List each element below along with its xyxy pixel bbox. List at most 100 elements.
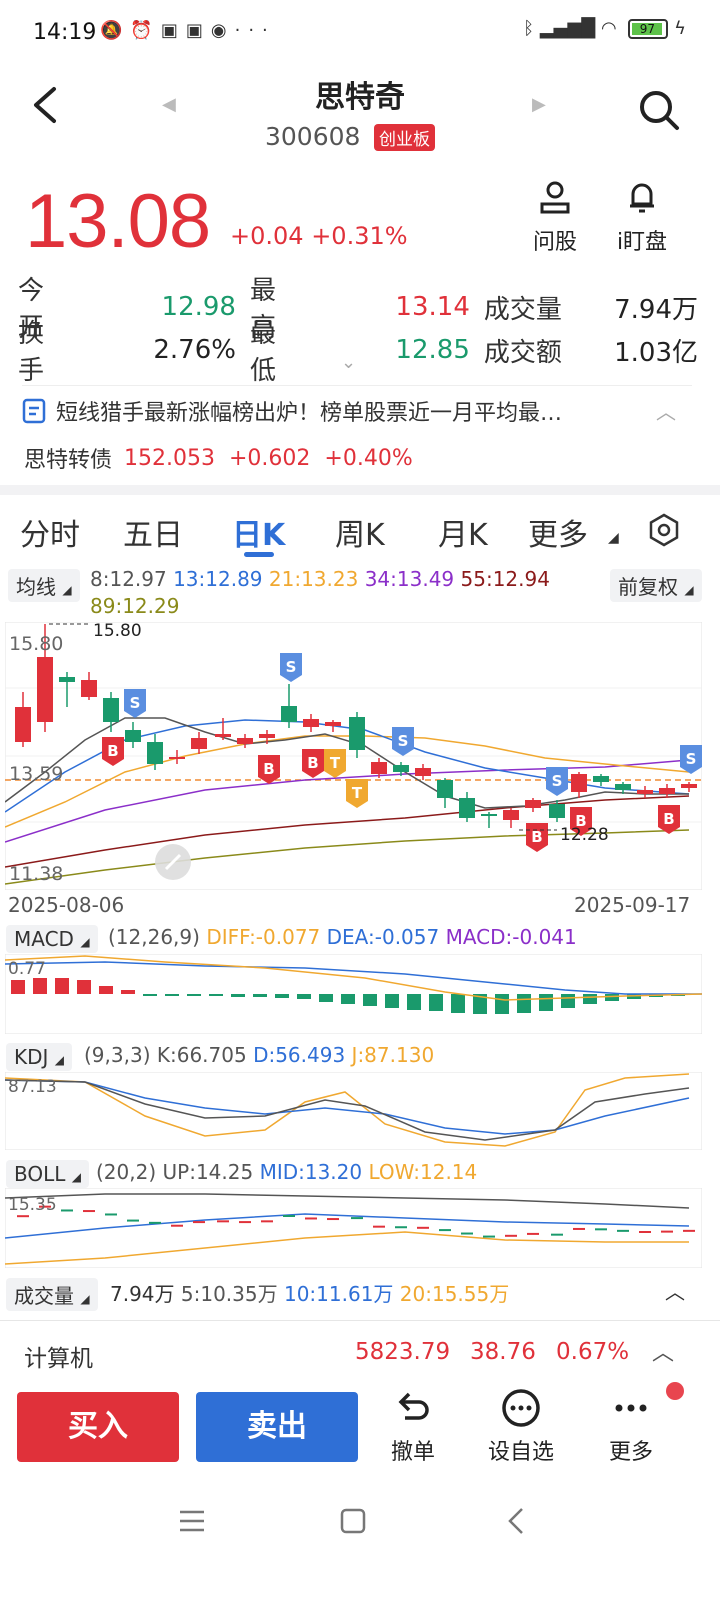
- boll-up-line: [5, 1193, 690, 1209]
- macd-bar: [451, 994, 465, 1013]
- trade-marker: S: [392, 727, 414, 756]
- marker-label: B: [663, 810, 674, 828]
- next-stock-arrow-icon[interactable]: ▶: [532, 94, 546, 115]
- marker-label: S: [286, 658, 297, 676]
- system-nav-bar: [0, 1480, 720, 1600]
- macd-bar: [11, 980, 25, 994]
- candle-body: [303, 719, 319, 727]
- ma55-line: [5, 795, 690, 868]
- kdj-label: KDJ: [14, 1045, 49, 1069]
- macd-dea: DEA:-0.057: [326, 925, 440, 949]
- boll-selector[interactable]: BOLL ◢: [6, 1160, 89, 1188]
- kdj-values: (9,3,3) K:66.705 D:56.493 J:87.130: [84, 1043, 434, 1067]
- add-watchlist-button[interactable]: 设自选: [476, 1388, 566, 1466]
- marker-shape: [570, 807, 592, 836]
- boll-label: BOLL: [14, 1162, 66, 1186]
- expand-stats-chevron-icon[interactable]: ⌄: [341, 352, 357, 373]
- more-dropdown-icon[interactable]: ◢: [608, 530, 619, 546]
- volume-ma5: 5:10.35万: [180, 1282, 278, 1306]
- candle-body: [681, 784, 697, 788]
- trade-marker: B: [102, 737, 124, 766]
- sector-bar[interactable]: 计算机 5823.79 38.76 0.67% ︿: [0, 1320, 720, 1380]
- sell-button[interactable]: 卖出: [196, 1392, 358, 1462]
- adjust-selector[interactable]: 前复权 ◢: [610, 569, 702, 602]
- macd-params: (12,26,9): [108, 925, 200, 949]
- macd-bar: [495, 994, 509, 1014]
- high-label: 最高: [249, 276, 294, 343]
- bluetooth-icon: ᛒ: [523, 18, 535, 39]
- macd-bar: [319, 994, 333, 1002]
- search-icon[interactable]: [637, 88, 681, 132]
- tab-more[interactable]: 更多: [528, 518, 588, 553]
- ma34-value: 34:13.49: [364, 567, 455, 591]
- battery-level: 97: [632, 23, 663, 35]
- boll-params: (20,2): [96, 1160, 157, 1184]
- chart-period-tabs: 分时 五日 日K 周K 月K 更多 ◢: [0, 500, 720, 560]
- more-button[interactable]: 更多: [586, 1388, 676, 1466]
- trade-marker: B: [570, 807, 592, 836]
- cancel-order-button[interactable]: 撤单: [368, 1388, 458, 1466]
- tab-intraday[interactable]: 分时: [20, 518, 80, 553]
- wifi-icon: ◠: [600, 18, 617, 39]
- chevron-up-icon[interactable]: ︿: [656, 400, 676, 424]
- volume-selector[interactable]: 成交量 ◢: [6, 1278, 98, 1311]
- macd-bar: [297, 994, 311, 999]
- y-axis-top-label: 15.80: [9, 633, 63, 655]
- kdj-selector[interactable]: KDJ ◢: [6, 1043, 73, 1071]
- boll-axis-label: 15.35: [8, 1195, 57, 1215]
- menu-icon[interactable]: [178, 1508, 206, 1534]
- volume-ma10: 10:11.61万: [283, 1282, 394, 1306]
- alarm-icon: ⏰: [130, 20, 161, 41]
- end-date: 2025-09-17: [574, 893, 691, 917]
- back-button[interactable]: [30, 85, 70, 135]
- ma55-value: 55:12.94: [460, 567, 550, 591]
- more-dots-icon: ···: [234, 20, 276, 41]
- candle-body: [503, 810, 519, 820]
- buy-button[interactable]: 买入: [17, 1392, 179, 1462]
- watch-button[interactable]: i盯盘: [612, 180, 672, 256]
- collapse-chevron-icon[interactable]: ︿: [665, 1280, 685, 1304]
- back-arrow-icon: [34, 87, 56, 123]
- marker-label: S: [398, 732, 409, 750]
- marker-label: B: [531, 828, 542, 846]
- current-price: 13.08: [25, 179, 211, 264]
- news-banner[interactable]: 短线猎手最新涨幅榜出炉！榜单股票近一月平均最… ︿: [22, 385, 692, 435]
- section-divider: [0, 485, 720, 495]
- tab-daily-k[interactable]: 日K: [232, 518, 286, 553]
- macd-dea-line: [5, 961, 702, 995]
- trade-marker: B: [302, 749, 324, 778]
- ma-selector[interactable]: 均线 ◢: [8, 569, 80, 602]
- marker-shape: [258, 755, 280, 784]
- marker-label: S: [130, 694, 141, 712]
- prev-stock-arrow-icon[interactable]: ◀: [162, 94, 176, 115]
- marker-shape: [346, 779, 368, 808]
- macd-selector[interactable]: MACD ◢: [6, 925, 98, 953]
- candles: [15, 624, 697, 828]
- trade-marker: B: [658, 805, 680, 834]
- marker-shape: [324, 749, 346, 778]
- ask-stock-button[interactable]: 问股: [530, 180, 580, 256]
- macd-bar: [231, 994, 245, 997]
- chart-settings-icon[interactable]: [646, 512, 682, 548]
- kdj-j-line: [5, 1073, 690, 1147]
- more-label: 更多: [608, 1440, 653, 1465]
- status-bar: 14:19 🔕⏰▣▣◉··· ᛒ ▂▄▆█ ◠ 97 ϟ: [0, 0, 720, 70]
- tab-monthly-k[interactable]: 月K: [438, 518, 488, 553]
- volume-value: 7.94万: [110, 1282, 175, 1306]
- drawing-tool-icon: [155, 844, 191, 880]
- convertible-bond-row[interactable]: 思特转债 152.053 +0.602 +0.40%: [24, 442, 413, 474]
- charging-icon: ϟ: [674, 18, 686, 39]
- tab-five-day[interactable]: 五日: [123, 518, 183, 553]
- adjust-label: 前复权: [618, 575, 678, 599]
- low-value: 12.85: [395, 335, 470, 365]
- marker-shape: [658, 805, 680, 834]
- back-nav-icon[interactable]: [506, 1507, 526, 1535]
- chevron-up-icon[interactable]: ︿: [652, 1341, 675, 1366]
- macd-bar: [561, 994, 575, 1008]
- turnover-label: 换手: [18, 319, 63, 386]
- marker-label: S: [686, 750, 697, 768]
- tab-weekly-k[interactable]: 周K: [335, 518, 385, 553]
- home-icon[interactable]: [340, 1508, 366, 1534]
- marker-label: B: [263, 760, 274, 778]
